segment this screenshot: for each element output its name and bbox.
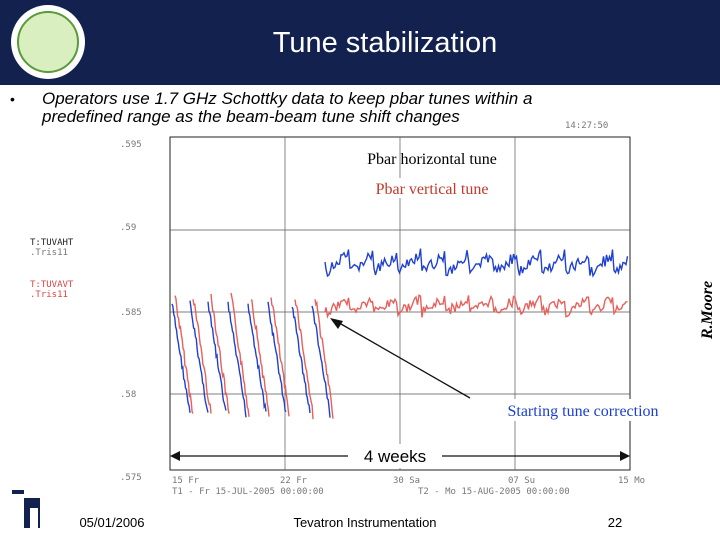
credit: R.Moore [699, 281, 716, 340]
horizontal-trace [324, 248, 629, 278]
vertical-trace [174, 295, 194, 414]
y-label: .585 [120, 308, 142, 318]
vertical-trace [210, 293, 230, 414]
x-label: 07 Su [508, 476, 535, 486]
vertical-trace [250, 299, 270, 417]
horizontal-trace [227, 301, 247, 418]
legend-v: T:TUVAVT [30, 280, 74, 290]
annotation-span: 4 weeks [364, 447, 426, 466]
arrow-head [170, 451, 180, 461]
vertical-trace [270, 297, 290, 417]
label-bg [352, 444, 438, 468]
legend-h: T:TUVAHT [30, 238, 74, 248]
x-label: 30 Sa [393, 476, 420, 486]
x-label: 22 Fr [280, 476, 308, 486]
footer-date: 05/01/2006 [79, 515, 144, 530]
bullet-line: predefined range as the beam-beam tune s… [41, 107, 460, 126]
arrow-head [330, 318, 343, 329]
footer-page: 22 [608, 515, 622, 530]
label-bg [478, 399, 688, 421]
title: Tune stabilization [273, 27, 498, 59]
bullet-mark: • [10, 91, 15, 107]
plot-time: 14:27:50 [565, 121, 608, 131]
y-label: .58 [120, 390, 136, 400]
arrow [333, 319, 471, 399]
footer-event: Tevatron Instrumentation [293, 515, 436, 530]
legend-v-sub: .Tris11 [30, 290, 68, 300]
annotation-start: Starting tune correction [507, 403, 658, 420]
y-label: .595 [120, 140, 142, 150]
vertical-trace [324, 294, 628, 319]
horizontal-trace [267, 301, 287, 413]
logo-ring [17, 11, 79, 73]
t1: T1 - Fr 15-JUL-2005 00:00:00 [172, 487, 324, 497]
vertical-trace [230, 292, 250, 417]
x-label: 15 Mo [618, 476, 645, 486]
horizontal-trace [311, 305, 331, 418]
annotation-v: Pbar vertical tune [376, 181, 489, 198]
footer-icon [12, 490, 24, 494]
horizontal-trace [207, 301, 227, 411]
title-bar [0, 0, 720, 85]
y-label: .575 [120, 473, 142, 483]
horizontal-trace [291, 306, 311, 414]
x-label: 15 Fr [172, 476, 200, 486]
traces [171, 248, 629, 420]
horizontal-trace [171, 303, 191, 413]
footer-icon [30, 508, 38, 528]
legend-h-sub: .Tris11 [30, 248, 68, 258]
t2: T2 - Mo 15-AUG-2005 00:00:00 [418, 487, 570, 497]
horizontal-trace [189, 300, 209, 413]
label-bg [352, 178, 514, 198]
annotation-h: Pbar horizontal tune [367, 151, 497, 168]
horizontal-trace [247, 303, 267, 412]
arrow-head [620, 451, 630, 461]
vertical-trace [294, 299, 314, 420]
vertical-trace [192, 299, 212, 414]
y-label: .59 [120, 223, 136, 233]
vertical-trace [314, 299, 334, 419]
bullet-line: Operators use 1.7 GHz Schottky data to k… [42, 89, 532, 108]
